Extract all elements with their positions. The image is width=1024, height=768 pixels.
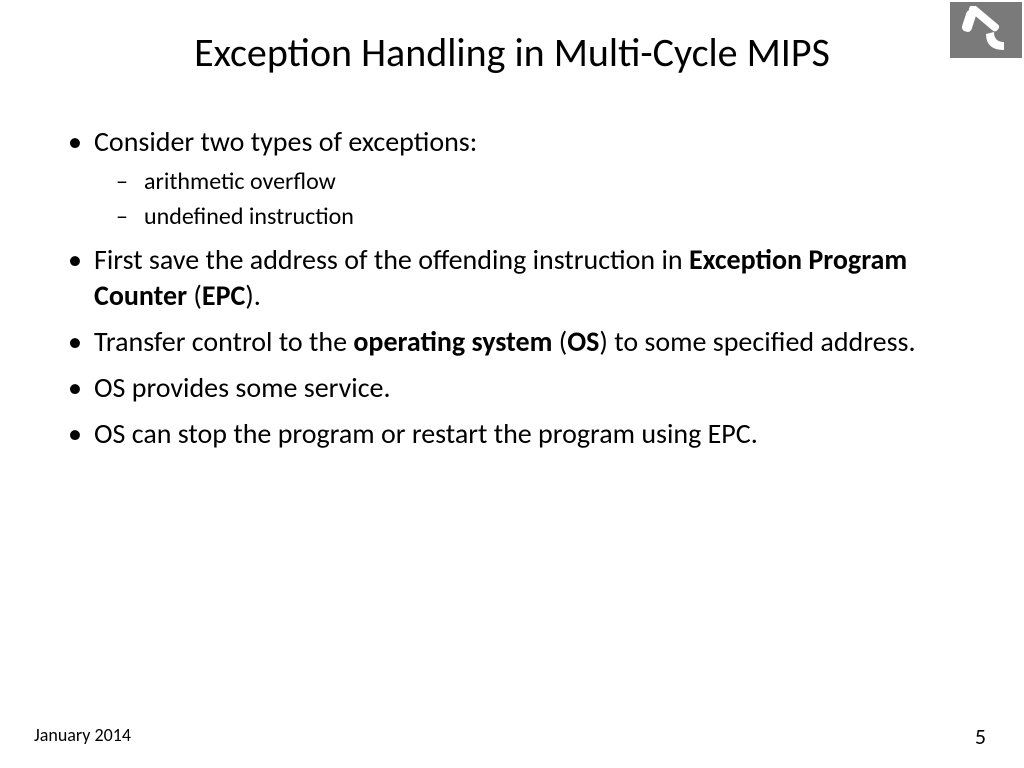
footer-page-number: 5 — [975, 723, 986, 750]
sub-bullet-text: undefined instruction — [144, 202, 354, 231]
bullet-item: Consider two types of exceptions: arithm… — [64, 124, 964, 232]
bullet-text: First save the address of the offending … — [94, 242, 907, 313]
bullet-text: OS can stop the program or restart the p… — [94, 416, 758, 451]
bullet-text: OS provides some service. — [94, 370, 391, 405]
sub-bullet-list: arithmetic overflow undefined instructio… — [94, 166, 964, 232]
bullet-item: OS can stop the program or restart the p… — [64, 416, 964, 452]
slide-content: Consider two types of exceptions: arithm… — [64, 124, 964, 461]
bullet-text: Transfer control to the operating system… — [94, 324, 916, 359]
bullet-text: Consider two types of exceptions: — [94, 124, 477, 159]
bullet-item: First save the address of the offending … — [64, 242, 964, 314]
slide-title: Exception Handling in Multi-Cycle MIPS — [0, 28, 1024, 77]
sub-bullet-item: arithmetic overflow — [112, 166, 964, 197]
sub-bullet-item: undefined instruction — [112, 201, 964, 232]
bullet-item: Transfer control to the operating system… — [64, 324, 964, 360]
bullet-list: Consider two types of exceptions: arithm… — [64, 124, 964, 451]
slide: Exception Handling in Multi-Cycle MIPS C… — [0, 0, 1024, 768]
footer-date: January 2014 — [34, 724, 131, 746]
bullet-item: OS provides some service. — [64, 370, 964, 406]
sub-bullet-text: arithmetic overflow — [144, 167, 336, 196]
